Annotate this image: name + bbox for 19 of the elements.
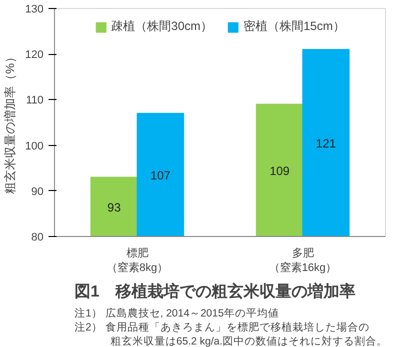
data-label: 93 xyxy=(107,200,122,214)
y-tick-label: 90 xyxy=(31,186,44,198)
text: 注1） 広島農技セ, 2014～2015年の平均値 xyxy=(74,306,279,320)
data-label: 107 xyxy=(150,168,171,182)
y-axis-title: 粗玄米収量の増加率（%） xyxy=(3,51,18,194)
text: 注2） 食用品種「あきろまん」を標肥で移植栽培した場合の xyxy=(74,320,370,334)
legend-label: 密植（株間15cm） xyxy=(244,18,345,35)
x-tick-label: 標肥（窒素8kg） xyxy=(106,248,168,274)
text: 図1 移植栽培での粗玄米収量の増加率 xyxy=(74,282,356,300)
y-tick-label: 80 xyxy=(31,232,44,244)
x-tick-label: 多肥（窒素16kg） xyxy=(268,248,337,274)
y-tick-label: 120 xyxy=(25,49,44,62)
data-label: 121 xyxy=(316,136,336,151)
legend-label: 疎植（株間30cm） xyxy=(111,18,212,35)
data-label: 109 xyxy=(270,164,290,178)
text: 粗玄米収量は65.2 kg/a.図中の数値はそれに対する割合。 xyxy=(74,334,388,347)
y-tick-label: 130 xyxy=(25,4,44,16)
y-tick-label: 100 xyxy=(25,140,44,152)
y-tick-label: 110 xyxy=(26,94,44,107)
